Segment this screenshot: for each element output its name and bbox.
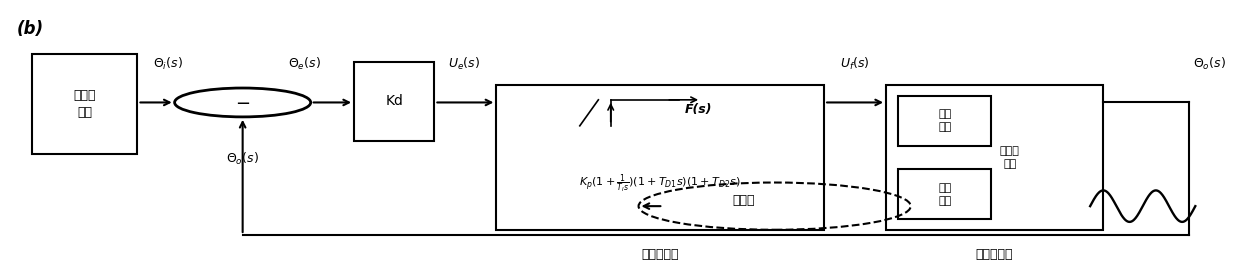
Text: $\Theta_o(s)$: $\Theta_o(s)$ [226, 151, 259, 167]
Text: $\Theta_e(s)$: $\Theta_e(s)$ [288, 56, 321, 72]
FancyBboxPatch shape [898, 169, 991, 219]
Text: 高压
驱动: 高压 驱动 [939, 183, 951, 206]
Text: $-$: $-$ [236, 93, 250, 111]
Text: $U_e(s)$: $U_e(s)$ [448, 56, 480, 72]
Text: 压电
陶瓷: 压电 陶瓷 [939, 109, 951, 132]
Text: 环路滤波器: 环路滤波器 [641, 248, 680, 261]
FancyBboxPatch shape [353, 62, 434, 140]
Text: 锁模激
光器: 锁模激 光器 [999, 146, 1019, 169]
FancyBboxPatch shape [496, 85, 825, 230]
Text: $U_f(s)$: $U_f(s)$ [841, 56, 870, 72]
Text: 频率信
号源: 频率信 号源 [73, 89, 97, 119]
Text: F(s): F(s) [684, 103, 713, 117]
Text: (b): (b) [16, 20, 43, 38]
Text: $K_p(1+\frac{1}{T_I s})(1+T_{D1}s)(1+T_{D2}s)$: $K_p(1+\frac{1}{T_I s})(1+T_{D1}s)(1+T_{… [579, 172, 742, 195]
FancyBboxPatch shape [898, 96, 991, 146]
Text: Kd: Kd [386, 94, 403, 108]
Text: $\Theta_i(s)$: $\Theta_i(s)$ [154, 56, 184, 72]
FancyBboxPatch shape [887, 85, 1102, 230]
Text: 锁相环: 锁相环 [733, 194, 755, 207]
Text: 压控振荡器: 压控振荡器 [976, 248, 1013, 261]
FancyBboxPatch shape [32, 54, 138, 154]
Text: $\Theta_o(s)$: $\Theta_o(s)$ [1193, 56, 1225, 72]
